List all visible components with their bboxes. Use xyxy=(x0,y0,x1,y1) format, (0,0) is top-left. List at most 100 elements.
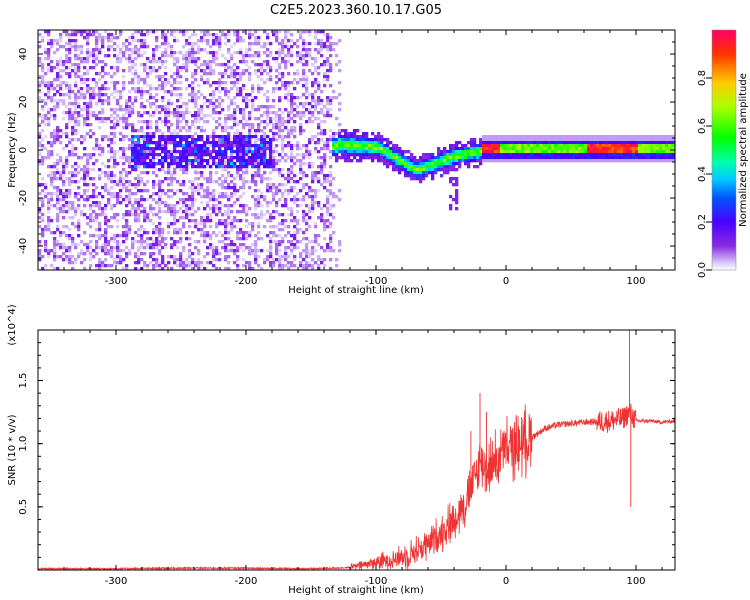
spectrogram-cell xyxy=(284,255,288,259)
spectrogram-cell xyxy=(302,75,306,79)
spectrogram-cell xyxy=(566,159,570,163)
spectrogram-cell xyxy=(176,75,180,79)
spectrogram-cell xyxy=(194,144,198,148)
spectrogram-cell xyxy=(665,135,669,139)
spectrogram-cell xyxy=(305,102,309,106)
spectrogram-cell xyxy=(119,105,123,109)
spectrogram-cell xyxy=(449,150,453,154)
spectrogram-cell xyxy=(314,147,318,151)
spectrogram-cell xyxy=(539,141,543,145)
spectrogram-cell xyxy=(47,123,51,127)
spectrogram-cell xyxy=(248,45,252,49)
spectrogram-cell xyxy=(74,123,78,127)
spectrogram-cell xyxy=(122,51,126,55)
spectrogram-cell xyxy=(314,174,318,178)
spectrogram-cell xyxy=(59,207,63,211)
spectrogram-cell xyxy=(437,150,441,154)
spectrogram-cell xyxy=(263,42,267,46)
spectrogram-cell xyxy=(257,249,261,253)
spectrogram-cell xyxy=(353,135,357,139)
spectrogram-cell xyxy=(662,141,666,145)
spectrogram-cell xyxy=(551,141,555,145)
spectrogram-cell xyxy=(281,264,285,268)
spectrogram-cell xyxy=(233,84,237,88)
spectrogram-cell xyxy=(59,156,63,160)
spectrogram-cell xyxy=(215,141,219,145)
spectrogram-cell xyxy=(146,198,150,202)
spectrogram-cell xyxy=(257,150,261,154)
spectrogram-cell xyxy=(638,153,642,157)
spectrogram-cell xyxy=(206,99,210,103)
spectrogram-cell xyxy=(74,207,78,211)
spectrogram-cell xyxy=(254,147,258,151)
spectrogram-cell xyxy=(254,51,258,55)
spectrogram-cell xyxy=(260,210,264,214)
spectrogram-cell xyxy=(101,210,105,214)
spectrogram-cell xyxy=(563,150,567,154)
spectrogram-cell xyxy=(152,60,156,64)
spectrogram-cell xyxy=(410,171,414,175)
spectrogram-cell xyxy=(131,81,135,85)
spectrogram-cell xyxy=(137,216,141,220)
spectrogram-cell xyxy=(284,66,288,70)
spectrogram-cell xyxy=(338,102,342,106)
spectrogram-cell xyxy=(209,93,213,97)
spectrogram-cell xyxy=(245,180,249,184)
spectrogram-cell xyxy=(155,228,159,232)
spectrogram-cell xyxy=(134,216,138,220)
spectrogram-cell xyxy=(161,162,165,166)
spectrogram-cell xyxy=(299,177,303,181)
spectrogram-cell xyxy=(521,141,525,145)
spectrogram-cell xyxy=(449,180,453,184)
spectrogram-cell xyxy=(227,186,231,190)
spectrogram-cell xyxy=(146,213,150,217)
spectrogram-cell xyxy=(248,141,252,145)
spectrogram-cell xyxy=(140,42,144,46)
spectrogram-cell xyxy=(224,192,228,196)
spectrogram-cell xyxy=(185,138,189,142)
spectrogram-cell xyxy=(248,123,252,127)
spectrogram-cell xyxy=(263,150,267,154)
spectrogram-cell xyxy=(287,240,291,244)
spectrogram-cell xyxy=(50,195,54,199)
spectrogram-cell xyxy=(158,162,162,166)
spectrogram-cell xyxy=(554,138,558,142)
spectrogram-cell xyxy=(392,147,396,151)
spectrogram-cell xyxy=(152,54,156,58)
spectrogram-cell xyxy=(428,159,432,163)
spectrogram-cell xyxy=(503,156,507,160)
spectrogram-cell xyxy=(308,51,312,55)
spectrogram-cell xyxy=(521,150,525,154)
spectrogram-cell xyxy=(143,141,147,145)
spectrogram-cell xyxy=(206,189,210,193)
spectrogram-cell xyxy=(491,144,495,148)
spectrogram-cell xyxy=(65,159,69,163)
spectrogram-cell xyxy=(179,81,183,85)
spectrogram-cell xyxy=(74,66,78,70)
spectrogram-cell xyxy=(602,156,606,160)
spectrogram-cell xyxy=(290,243,294,247)
spectrogram-cell xyxy=(59,255,63,259)
spectrogram-cell xyxy=(263,159,267,163)
spectrogram-cell xyxy=(152,222,156,226)
spectrogram-cell xyxy=(116,57,120,61)
spectrogram-cell xyxy=(182,33,186,37)
spectrogram-cell xyxy=(38,258,42,262)
spectrogram-cell xyxy=(125,186,129,190)
spectrogram-cell xyxy=(278,168,282,172)
spectrogram-cell xyxy=(197,135,201,139)
spectrogram-cell xyxy=(416,159,420,163)
spectrogram-cell xyxy=(149,162,153,166)
spectrogram-cell xyxy=(134,99,138,103)
spectrogram-cell xyxy=(80,81,84,85)
spectrogram-cell xyxy=(68,66,72,70)
spectrogram-cell xyxy=(425,171,429,175)
spectrogram-cell xyxy=(143,261,147,265)
spectrogram-cell xyxy=(110,75,114,79)
spectrogram-cell xyxy=(245,204,249,208)
spectrogram-cell xyxy=(200,117,204,121)
spectrogram-cell xyxy=(188,144,192,148)
spectrogram-cell xyxy=(329,189,333,193)
spectrogram-cell xyxy=(131,183,135,187)
spectrogram-cell xyxy=(47,219,51,223)
